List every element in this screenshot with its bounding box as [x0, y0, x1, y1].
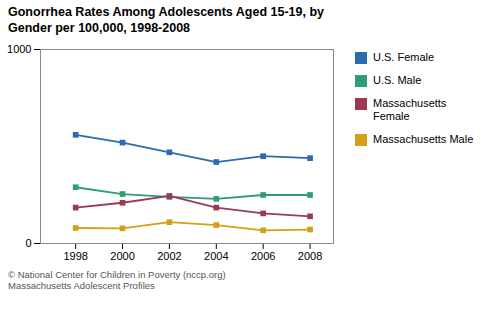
svg-text:1998: 1998 — [63, 250, 87, 262]
svg-text:0: 0 — [25, 237, 31, 249]
svg-text:2002: 2002 — [157, 250, 181, 262]
svg-text:2000: 2000 — [110, 250, 134, 262]
html-text:Massachusetts Male: Massachusetts Male — [373, 133, 474, 146]
html-text:© National Center for Children: © National Center for Children in Povert… — [8, 268, 226, 292]
svg-text:2004: 2004 — [204, 250, 228, 262]
html-text:Gonorrhea Rates Among Adolesce: Gonorrhea Rates Among Adolescents Aged 1… — [8, 5, 324, 36]
svg-text:2006: 2006 — [251, 250, 275, 262]
html-text:Massachusetts Female: Massachusetts Female — [373, 96, 447, 123]
svg-text:2008: 2008 — [298, 250, 322, 262]
html-text:U.S. Female: U.S. Female — [373, 50, 435, 63]
svg-text:1000: 1000 — [7, 43, 31, 55]
html-text:U.S. Male: U.S. Male — [373, 73, 422, 86]
